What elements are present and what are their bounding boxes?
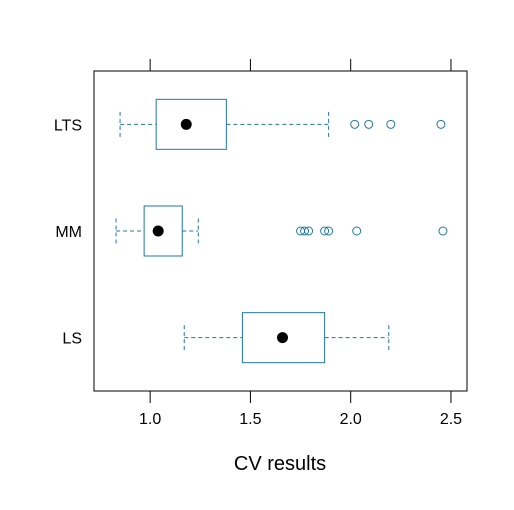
- x-tick-label: 1.0: [139, 411, 161, 428]
- median-dot: [152, 225, 164, 237]
- median-dot: [180, 118, 192, 130]
- x-tick-label: 2.0: [340, 411, 362, 428]
- median-dot: [277, 332, 289, 344]
- y-category-label: MM: [55, 224, 82, 241]
- y-axis: LS MM LTS: [54, 117, 82, 347]
- outlier-point: [300, 226, 310, 236]
- outlier-point: [304, 226, 314, 236]
- x-tick-label: 2.5: [440, 411, 462, 428]
- x-axis-title: CV results: [234, 453, 326, 475]
- box-iqr: [143, 205, 183, 257]
- outlier-point: [320, 226, 330, 236]
- y-category-label: LTS: [54, 117, 82, 134]
- top-axis-ticks: [149, 59, 452, 71]
- outlier-point: [438, 226, 448, 236]
- box-iqr: [155, 98, 227, 150]
- box-group-lts: [119, 98, 446, 150]
- box-iqr: [241, 312, 326, 364]
- outlier-point: [352, 226, 362, 236]
- outlier-point: [350, 119, 360, 129]
- outlier-point: [364, 119, 374, 129]
- box-group-mm: [115, 205, 448, 257]
- x-axis: 1.0 1.5 2.0 2.5: [139, 391, 462, 428]
- y-category-label: LS: [62, 331, 82, 348]
- outlier-point: [436, 119, 446, 129]
- outlier-point: [386, 119, 396, 129]
- box-group-ls: [183, 312, 390, 364]
- plot-frame: [93, 70, 468, 392]
- boxplot-series: [115, 98, 448, 364]
- outlier-point: [324, 226, 334, 236]
- x-tick-label: 1.5: [239, 411, 261, 428]
